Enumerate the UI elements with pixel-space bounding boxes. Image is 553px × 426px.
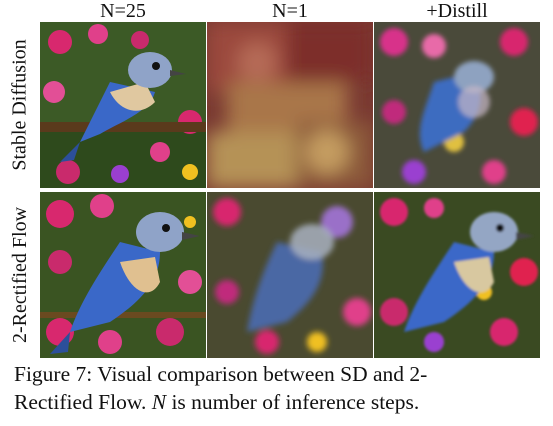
caption-line-1: Figure 7: Visual comparison between SD a… — [14, 362, 428, 386]
image-sd-distill — [374, 22, 540, 188]
row-label-rectified-flow: 2-Rectified Flow — [0, 192, 40, 358]
figure-caption: Figure 7: Visual comparison between SD a… — [14, 360, 544, 416]
column-header-distill: +Distill — [426, 0, 488, 22]
image-grid — [40, 22, 540, 358]
image-sd-n1 — [207, 22, 373, 188]
column-header-n25: N=25 — [100, 0, 146, 22]
row-label-stable-diffusion: Stable Diffusion — [0, 22, 40, 188]
caption-variable-n: N — [151, 390, 167, 414]
image-rf-distill — [374, 192, 540, 358]
image-rf-n1 — [207, 192, 373, 358]
image-rf-n25 — [40, 192, 206, 358]
row-label-rectified-flow-text: 2-Rectified Flow — [9, 206, 31, 344]
image-sd-n25 — [40, 22, 206, 188]
caption-line-2-start: Rectified Flow. — [14, 390, 152, 414]
caption-line-2-end: is number of inference steps. — [166, 390, 420, 414]
caption-line-2: Rectified Flow. N is number of inference… — [14, 388, 544, 416]
row-label-stable-diffusion-text: Stable Diffusion — [9, 39, 32, 171]
column-header-n1: N=1 — [272, 0, 308, 22]
